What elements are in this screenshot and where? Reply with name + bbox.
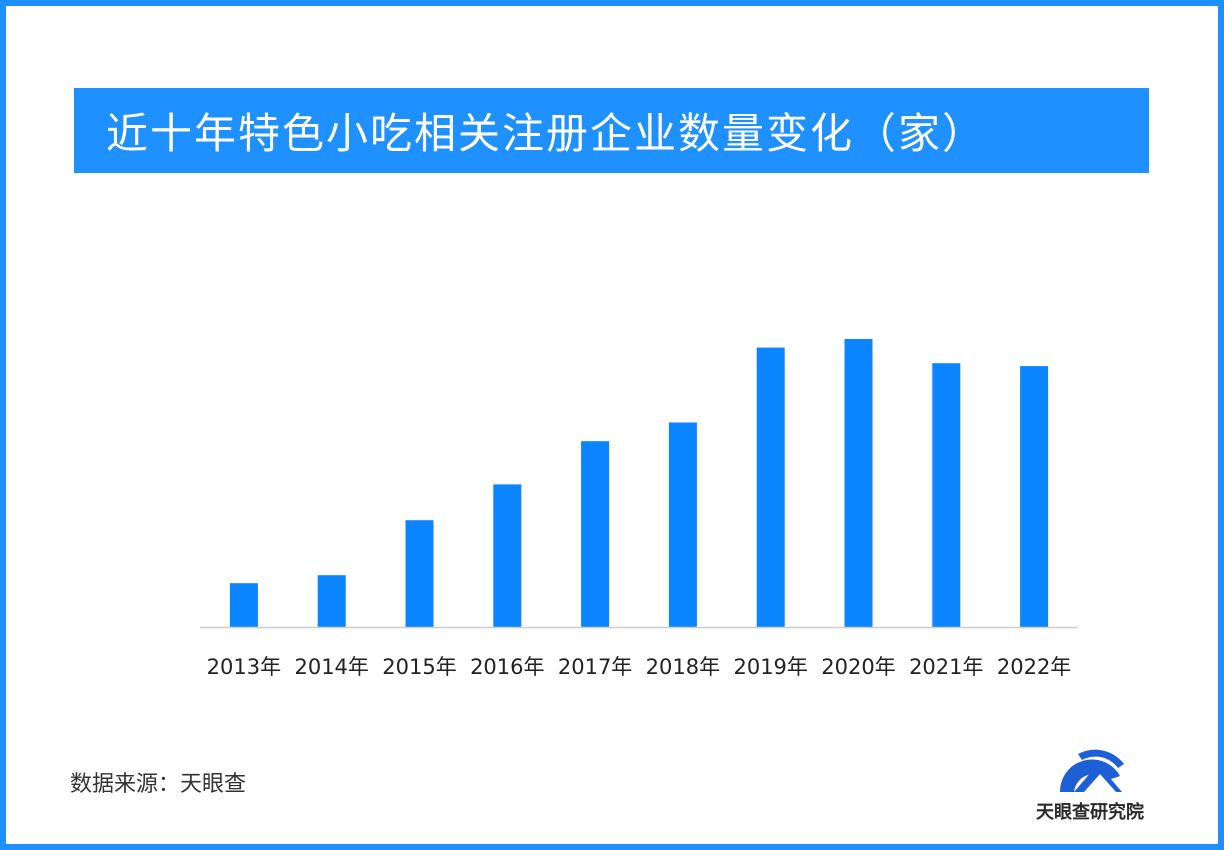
bar-2015年	[405, 520, 434, 627]
title-banner: 近十年特色小吃相关注册企业数量变化（家）	[74, 88, 1149, 173]
x-tick-label: 2019年	[733, 655, 807, 679]
bar-2016年	[493, 484, 522, 627]
bars-group	[229, 339, 1049, 627]
bar-2022年	[1020, 366, 1049, 627]
bar-2021年	[932, 363, 961, 627]
x-tick-label: 2017年	[558, 655, 632, 679]
bar-2019年	[756, 347, 785, 627]
bar-2017年	[581, 441, 610, 627]
x-tick-label: 2013年	[207, 655, 281, 679]
x-tick-label: 2021年	[909, 655, 983, 679]
data-source: 数据来源：天眼查	[70, 772, 247, 797]
tianyancha-logo-icon	[1059, 749, 1124, 792]
logo-text: 天眼查研究院	[1036, 802, 1144, 823]
x-tick-label: 2014年	[294, 655, 368, 679]
x-tick-label: 2015年	[382, 655, 456, 679]
bar-2013年	[229, 583, 258, 627]
chart-title: 近十年特色小吃相关注册企业数量变化（家）	[106, 109, 987, 158]
bar-2020年	[844, 339, 873, 627]
x-tick-label: 2022年	[997, 655, 1071, 679]
logo: 天眼查研究院	[1020, 734, 1160, 824]
bar-2018年	[668, 422, 697, 627]
x-tick-label: 2020年	[821, 655, 895, 679]
x-tick-label: 2018年	[646, 655, 720, 679]
x-tick-labels: 2013年 2014年 2015年 2016年 2017年 2018年 2019年 2020年…	[207, 655, 1072, 679]
bar-2014年	[317, 575, 346, 627]
x-tick-label: 2016年	[470, 655, 544, 679]
